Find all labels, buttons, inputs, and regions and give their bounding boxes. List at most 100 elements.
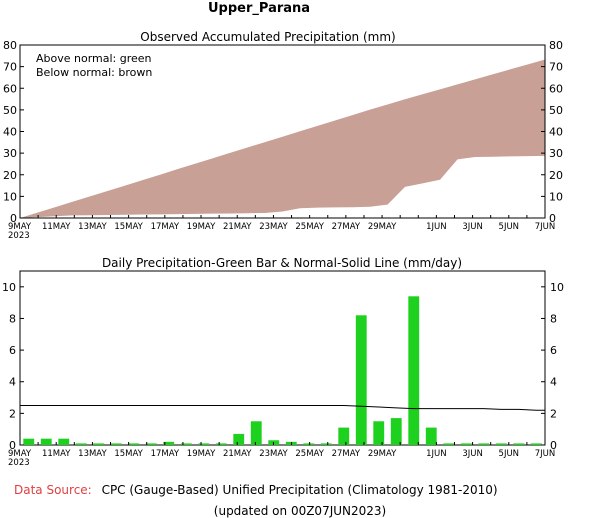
y-tick-label-right: 10 (549, 190, 563, 203)
y-tick-label-left: 10 (2, 281, 16, 294)
legend-above-normal: Above normal: green (36, 52, 152, 65)
daily-precip-bar (58, 438, 70, 445)
x-tick-label: 7JUN (535, 449, 556, 459)
y-tick-label-left: 8 (9, 312, 16, 325)
y-tick-label-left: 40 (3, 126, 17, 139)
daily-precip-bar (110, 443, 122, 445)
daily-precip-bar (425, 427, 437, 445)
y-tick-label-right: 30 (549, 147, 563, 160)
daily-precip-bar (93, 443, 105, 445)
x-tick-label: 27MAY (332, 449, 361, 459)
x-tick-label: 17MAY (151, 222, 180, 232)
x-tick-label: 15MAY (114, 449, 143, 459)
daily-precip-bar (513, 443, 525, 445)
x-tick-label: 25MAY (295, 449, 324, 459)
x-tick-label: 23MAY (259, 449, 288, 459)
x-tick-label: 1JUN (426, 222, 447, 232)
daily-precip-bar (233, 433, 245, 445)
y-tick-label-right: 2 (550, 407, 557, 420)
y-tick-label-right: 0 (549, 212, 556, 225)
y-tick-label-right: 0 (550, 439, 557, 452)
x-tick-label: 2023 (8, 231, 30, 241)
y-tick-label-right: 4 (550, 376, 557, 389)
x-tick-label: 11MAY (42, 222, 71, 232)
daily-precip-bar (163, 441, 175, 445)
x-tick-label: 3JUN (462, 222, 483, 232)
y-tick-label-right: 10 (550, 281, 564, 294)
page-title: Upper_Parana (208, 1, 310, 16)
daily-precip-bar (128, 443, 140, 445)
x-tick-label: 21MAY (223, 222, 252, 232)
y-tick-label-right: 80 (549, 39, 563, 52)
daily-precip-bar (460, 443, 472, 445)
daily-precip-bar (355, 315, 367, 445)
updated-timestamp: (updated on 00Z07JUN2023) (214, 504, 386, 518)
y-tick-label-right: 20 (549, 169, 563, 182)
daily-precip-bar (443, 443, 455, 445)
y-tick-label-right: 60 (549, 82, 563, 95)
x-tick-label: 3JUN (462, 449, 483, 459)
daily-precip-bar (338, 427, 350, 445)
bottom-plot-frame (19, 270, 546, 446)
daily-precip-bar (23, 438, 35, 445)
daily-precip-bar (215, 443, 227, 445)
daily-precip-bar (180, 443, 192, 445)
daily-precip-bar (75, 443, 87, 445)
x-tick-label: 23MAY (259, 222, 288, 232)
y-tick-label-left: 30 (3, 147, 17, 160)
y-tick-label-left: 0 (10, 212, 17, 225)
x-tick-label: 17MAY (151, 449, 180, 459)
accumulated-precipitation-plot: 0 0 10 10 20 20 30 30 40 40 50 50 60 60 70 70 80 80 9MAY20… (3, 39, 563, 241)
daily-precip-bar (40, 438, 52, 445)
y-tick-label-left: 0 (9, 439, 16, 452)
y-tick-label-left: 20 (3, 169, 17, 182)
daily-precip-bar (145, 443, 157, 445)
x-tick-label: 13MAY (78, 449, 107, 459)
x-tick-label: 2023 (8, 458, 30, 468)
daily-precip-bar (478, 443, 490, 445)
y-tick-label-right: 6 (550, 344, 557, 357)
data-source-line: Data Source: CPC (Gauge-Based) Unified P… (14, 483, 498, 497)
y-tick-label-left: 6 (9, 344, 16, 357)
daily-precip-bar (303, 443, 315, 445)
x-tick-label: 5JUN (499, 449, 520, 459)
accumulated-chart-title: Observed Accumulated Precipitation (mm) (140, 30, 395, 44)
x-tick-label: 21MAY (223, 449, 252, 459)
x-tick-label: 19MAY (187, 222, 216, 232)
data-source-label: Data Source: (14, 483, 92, 497)
y-tick-label-left: 80 (3, 39, 17, 52)
x-tick-label: 13MAY (78, 222, 107, 232)
daily-precip-bar (198, 443, 210, 445)
y-tick-label-left: 70 (3, 61, 17, 74)
x-tick-label: 1JUN (426, 449, 447, 459)
x-tick-label: 29MAY (368, 222, 397, 232)
daily-precip-bar (408, 296, 420, 445)
daily-precip-bar (373, 421, 385, 445)
y-tick-label-right: 50 (549, 104, 563, 117)
y-tick-label-right: 70 (549, 61, 563, 74)
daily-precip-bar (390, 418, 402, 445)
daily-precip-bar (530, 443, 542, 445)
daily-precip-bar (320, 443, 332, 445)
x-tick-label: 25MAY (295, 222, 324, 232)
y-tick-label-left: 50 (3, 104, 17, 117)
daily-precip-bar (250, 421, 262, 445)
daily-chart-title: Daily Precipitation-Green Bar & Normal-S… (102, 256, 462, 270)
x-tick-label: 7JUN (535, 222, 556, 232)
x-tick-label: 5JUN (499, 222, 520, 232)
data-source-text: CPC (Gauge-Based) Unified Precipitation … (102, 483, 498, 497)
x-tick-label: 11MAY (42, 449, 71, 459)
y-tick-label-left: 4 (9, 376, 16, 389)
x-tick-label: 15MAY (114, 222, 143, 232)
y-tick-label-right: 40 (549, 126, 563, 139)
y-tick-label-left: 2 (9, 407, 16, 420)
y-tick-label-right: 8 (550, 312, 557, 325)
x-tick-label: 29MAY (368, 449, 397, 459)
y-tick-label-left: 60 (3, 82, 17, 95)
legend-below-normal: Below normal: brown (36, 66, 152, 79)
daily-precip-bar (495, 443, 507, 445)
x-tick-label: 9MAY (8, 222, 32, 232)
y-tick-label-left: 10 (3, 190, 17, 203)
